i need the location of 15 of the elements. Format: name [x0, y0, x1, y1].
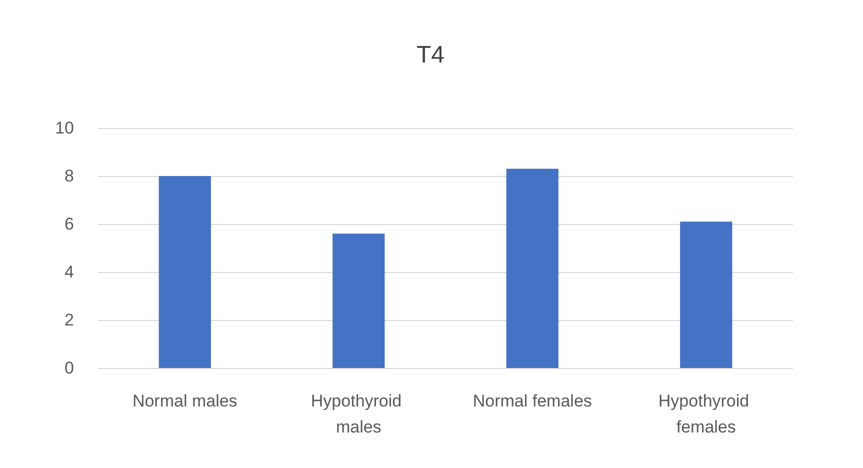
bar [680, 222, 732, 368]
y-tick-label: 8 [64, 166, 74, 186]
bar [158, 176, 211, 368]
y-tick-label: 6 [64, 214, 74, 234]
y-tick-label: 0 [64, 358, 74, 378]
bar [332, 234, 385, 368]
x-tick-label: Hypothyroid females [658, 392, 754, 436]
chart-title: T4 [416, 42, 445, 68]
x-tick-label: Normal males [132, 392, 238, 410]
x-tick-label: Normal females [472, 392, 592, 410]
y-tick-label: 2 [64, 310, 74, 330]
y-tick-label: 4 [64, 262, 74, 282]
x-tick-label: Hypothyroid males [310, 392, 406, 436]
bar [506, 168, 558, 368]
y-tick-label: 10 [55, 118, 74, 138]
